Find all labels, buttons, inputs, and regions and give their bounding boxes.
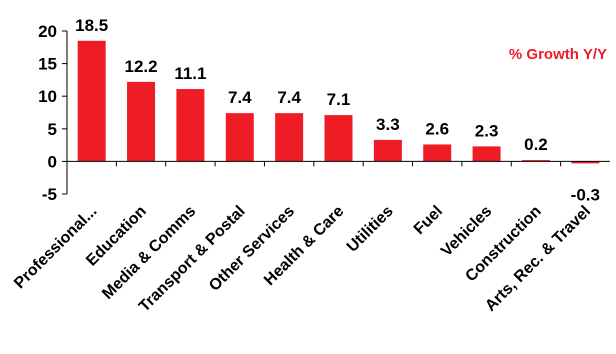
- data-label: 12.2: [124, 57, 157, 76]
- legend-label: % Growth Y/Y: [509, 46, 607, 63]
- x-tick-label: Professional...: [11, 203, 100, 292]
- x-tick-label: Utilities: [344, 203, 397, 256]
- y-tick-label: 15: [38, 55, 57, 74]
- bar: [521, 160, 550, 162]
- data-label: 2.3: [475, 121, 499, 140]
- data-labels: 18.5 12.2 11.1 7.4 7.4 7.1 3.3 2.6 2.3 0.2 -0.3: [75, 16, 600, 205]
- bar: [571, 161, 600, 164]
- data-label: 7.4: [228, 88, 252, 107]
- y-tick-label: 5: [48, 120, 57, 139]
- y-axis: 20 15 10 5 0 -5: [38, 22, 562, 204]
- bar: [324, 115, 353, 162]
- y-tick-label: 0: [48, 152, 57, 171]
- bar: [472, 146, 501, 162]
- bar: [127, 81, 156, 162]
- x-tick-label: Other Services: [206, 203, 298, 295]
- bar: [373, 139, 402, 162]
- bar: [423, 144, 452, 162]
- data-label: -0.3: [571, 185, 600, 204]
- data-label: 7.1: [327, 90, 351, 109]
- bar: [225, 113, 254, 162]
- data-label: 7.4: [277, 88, 301, 107]
- y-tick-label: 10: [38, 87, 57, 106]
- bar: [275, 113, 304, 162]
- bar: [77, 40, 106, 162]
- bar: [176, 89, 205, 162]
- data-label: 3.3: [376, 115, 400, 134]
- data-label: 2.6: [425, 119, 449, 138]
- x-tick-label: Media & Comms: [99, 203, 199, 303]
- bars-layer: [77, 40, 600, 164]
- data-label: 18.5: [75, 16, 108, 35]
- y-tick-label: -5: [42, 185, 57, 204]
- y-tick-label: 20: [38, 22, 57, 41]
- x-tick-label: Fuel: [411, 203, 446, 238]
- data-label: 11.1: [174, 64, 206, 83]
- data-label: 0.2: [524, 135, 548, 154]
